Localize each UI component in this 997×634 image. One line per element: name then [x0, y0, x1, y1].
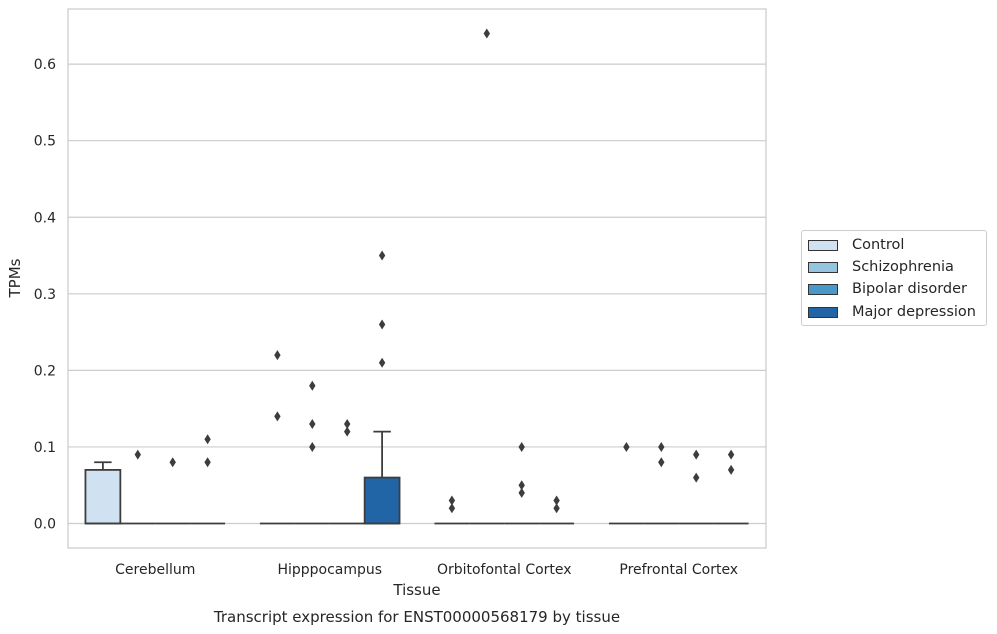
- legend-item-schizophrenia: Schizophrenia: [808, 257, 954, 277]
- outlier-point: [204, 457, 211, 468]
- legend-label-control: Control: [852, 237, 905, 253]
- boxes: [84, 430, 749, 525]
- legend-item-control: Control: [808, 235, 904, 255]
- chart-caption: Transcript expression for ENST0000056817…: [213, 608, 620, 626]
- outlier-point: [623, 441, 630, 452]
- y-tick-label: 0.5: [34, 134, 56, 150]
- legend-swatch-major-depression: [808, 306, 838, 318]
- outlier-point: [274, 350, 281, 361]
- outlier-point: [658, 441, 665, 452]
- outlier-point: [274, 411, 281, 422]
- y-tick-label: 0.4: [34, 210, 56, 226]
- box-major-depression-hipppocampus: [363, 430, 401, 525]
- outlier-point: [309, 418, 316, 429]
- outlier-point: [309, 380, 316, 391]
- outlier-point: [518, 441, 525, 452]
- outlier-point: [727, 449, 735, 460]
- legend-swatch-schizophrenia: [808, 261, 838, 273]
- outliers: [134, 28, 735, 514]
- outlier-point: [344, 426, 351, 437]
- outlier-point: [204, 434, 211, 445]
- outlier-point: [448, 495, 456, 506]
- outlier-point: [658, 457, 665, 468]
- x-axis-label: Tissue: [392, 581, 440, 599]
- legend-label-schizophrenia: Schizophrenia: [852, 259, 954, 275]
- outlier-point: [309, 441, 316, 452]
- outlier-point: [518, 487, 525, 498]
- outlier-point: [518, 480, 525, 491]
- y-tick-label: 0.3: [34, 287, 56, 303]
- outlier-point: [169, 457, 176, 468]
- plot-frame: [67, 8, 767, 549]
- box-body: [363, 476, 401, 525]
- y-tick-label: 0.6: [34, 57, 56, 73]
- legend-label-bipolar-disorder: Bipolar disorder: [852, 281, 967, 297]
- outlier-point: [378, 357, 386, 368]
- legend-item-major-depression: Major depression: [808, 302, 976, 322]
- legend-item-bipolar-disorder: Bipolar disorder: [808, 279, 967, 299]
- outlier-point: [378, 250, 386, 261]
- outlier-point: [378, 319, 386, 330]
- legend: Control Schizophrenia Bipolar disorder M…: [801, 230, 987, 326]
- y-tick-label: 0.0: [34, 517, 56, 533]
- x-tick-label: Prefrontal Cortex: [619, 562, 738, 578]
- outlier-point: [134, 449, 141, 460]
- outlier-point: [727, 464, 735, 475]
- y-tick-labels: 0.0 0.1 0.2 0.3 0.4 0.5 0.6: [34, 57, 56, 532]
- x-tick-labels: Cerebellum Hipppocampus Orbitofontal Corte…: [115, 562, 738, 578]
- plot-background: [68, 9, 766, 548]
- outlier-point: [693, 472, 700, 483]
- x-tick-label: Hipppocampus: [277, 562, 382, 578]
- y-axis-label: TPMs: [6, 258, 24, 298]
- outlier-point: [693, 449, 700, 460]
- outlier-point: [483, 28, 490, 39]
- outlier-point: [344, 418, 351, 429]
- box-body: [84, 469, 122, 525]
- x-tick-label: Cerebellum: [115, 562, 195, 578]
- outlier-point: [553, 495, 560, 506]
- y-tick-label: 0.1: [34, 440, 56, 456]
- legend-label-major-depression: Major depression: [852, 304, 976, 320]
- box-control-cerebellum: [84, 461, 122, 525]
- outlier-point: [553, 503, 560, 514]
- legend-swatch-bipolar-disorder: [808, 283, 838, 295]
- outlier-point: [448, 503, 456, 514]
- y-tick-label: 0.2: [34, 363, 56, 379]
- x-tick-label: Orbitofontal Cortex: [437, 562, 572, 578]
- legend-swatch-control: [808, 239, 838, 251]
